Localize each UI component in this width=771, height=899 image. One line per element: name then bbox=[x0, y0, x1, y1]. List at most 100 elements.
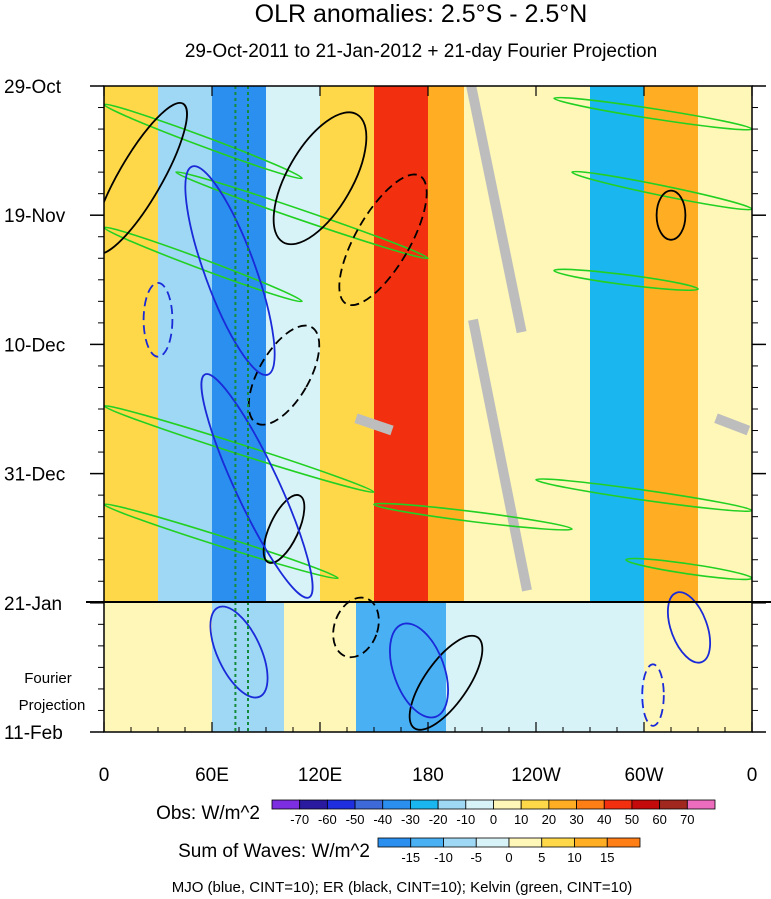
mjo-contour-5 bbox=[142, 281, 174, 358]
projection-field bbox=[104, 602, 752, 732]
x-tick-label-4: 120W bbox=[511, 765, 561, 786]
obs-colorbar-swatch-12 bbox=[603, 799, 633, 810]
y-tick-label-0: 29-Oct bbox=[4, 77, 62, 98]
projection-band-2 bbox=[284, 602, 356, 732]
er-contour-6 bbox=[338, 173, 428, 307]
waves-colorbar-swatch-4 bbox=[508, 837, 543, 848]
projection-label-line-1: Fourier bbox=[24, 670, 72, 687]
missing-patch-1 bbox=[468, 318, 532, 592]
obs-colorbar-level-4: -30 bbox=[401, 812, 420, 827]
y-tick-label-3: 31-Dec bbox=[4, 465, 65, 486]
obs-colorbar-swatch-1 bbox=[299, 799, 328, 810]
mjo-contour-4 bbox=[666, 591, 712, 664]
obs-colorbar-level-10: 30 bbox=[569, 812, 583, 827]
waves-colorbar-swatch-5 bbox=[541, 837, 575, 848]
er-contour-5 bbox=[247, 324, 321, 426]
er-contour-7 bbox=[332, 596, 380, 659]
waves-colorbar-level-5: 10 bbox=[567, 850, 581, 865]
waves-colorbar-level-6: 15 bbox=[600, 850, 614, 865]
kelvin-contour-4 bbox=[104, 503, 339, 580]
obs-colorbar-swatch-0 bbox=[271, 799, 301, 810]
obs-colorbar-swatch-7 bbox=[465, 799, 494, 810]
obs-colorbar-level-13: 60 bbox=[652, 812, 666, 827]
er-contour-1 bbox=[272, 111, 368, 246]
y-tick-label-4: 21-Jan bbox=[4, 594, 62, 615]
er-contour-3 bbox=[408, 634, 484, 731]
obs-colorbar-level-7: 0 bbox=[490, 812, 497, 827]
waves-colorbar-swatch-2 bbox=[443, 837, 477, 848]
missing-patch-3 bbox=[714, 413, 751, 436]
obs-colorbar-level-12: 50 bbox=[625, 812, 639, 827]
obs-colorbar-level-6: -10 bbox=[456, 812, 475, 827]
obs-colorbar-label: Obs: W/m^2 bbox=[156, 803, 260, 824]
obs-band-0 bbox=[104, 86, 158, 603]
er-contour-0 bbox=[104, 102, 188, 255]
waves-colorbar-level-1: -10 bbox=[434, 850, 453, 865]
y-tick-label-2: 10-Dec bbox=[4, 335, 65, 356]
obs-colorbar-level-2: -50 bbox=[346, 812, 365, 827]
obs-colorbar-swatch-15 bbox=[686, 799, 716, 810]
obs-band-8 bbox=[590, 86, 644, 603]
obs-colorbar-level-9: 20 bbox=[542, 812, 556, 827]
obs-colorbar-level-8: 10 bbox=[514, 812, 528, 827]
obs-colorbar-level-5: -20 bbox=[429, 812, 448, 827]
kelvin-contour-6 bbox=[553, 96, 752, 131]
mjo-contour-1 bbox=[200, 373, 314, 599]
mjo-contour-3 bbox=[389, 622, 449, 719]
obs-colorbar-swatch-5 bbox=[410, 799, 439, 810]
waves-colorbar-label: Sum of Waves: W/m^2 bbox=[178, 841, 370, 862]
kelvin-contour-5 bbox=[373, 502, 573, 531]
y-tick-label-1: 19-Nov bbox=[4, 206, 66, 227]
obs-colorbar-level-11: 40 bbox=[597, 812, 611, 827]
obs-band-6 bbox=[428, 86, 464, 603]
projection-band-5 bbox=[644, 602, 752, 732]
obs-colorbar-swatch-4 bbox=[382, 799, 411, 810]
obs-colorbar-level-14: 70 bbox=[680, 812, 694, 827]
er-contour-2 bbox=[262, 494, 306, 564]
obs-colorbar-swatch-13 bbox=[631, 799, 661, 810]
x-tick-label-6: 0 bbox=[747, 765, 758, 786]
projection-band-4 bbox=[446, 602, 644, 732]
waves-colorbar-level-2: -5 bbox=[470, 850, 482, 865]
waves-colorbar-swatch-0 bbox=[377, 837, 412, 848]
obs-colorbar-level-3: -40 bbox=[373, 812, 392, 827]
waves-colorbar-level-3: 0 bbox=[505, 850, 512, 865]
missing-patch-0 bbox=[466, 86, 527, 334]
mjo-contour-2 bbox=[209, 605, 269, 699]
projection-band-3 bbox=[356, 602, 446, 732]
axes: 0 60E 120E 180 120W 60W 0 29-Oct 19-Nov 10-Dec 31-… bbox=[4, 77, 766, 786]
obs-band-9 bbox=[644, 86, 698, 603]
kelvin-contour-8 bbox=[553, 268, 699, 292]
obs-colorbar-swatch-8 bbox=[493, 799, 522, 810]
waves-colorbar-swatch-7 bbox=[606, 837, 641, 848]
projection-label-line-2: Projection bbox=[19, 697, 86, 714]
waves-colorbar-swatch-6 bbox=[574, 837, 608, 848]
obs-colorbar-swatch-10 bbox=[548, 799, 577, 810]
x-tick-label-1: 60E bbox=[195, 765, 229, 786]
missing-data-patches bbox=[354, 86, 751, 592]
obs-band-2 bbox=[212, 86, 266, 603]
obs-colorbar-swatch-9 bbox=[520, 799, 550, 810]
er-contours bbox=[104, 102, 687, 731]
y-tick-label-5: 11-Feb bbox=[4, 723, 63, 744]
er-contour-4 bbox=[655, 189, 687, 241]
obs-colorbar-swatch-2 bbox=[326, 799, 356, 810]
x-tick-label-5: 60W bbox=[624, 765, 663, 786]
waves-colorbar-level-4: 5 bbox=[538, 850, 545, 865]
waves-colorbar-swatch-1 bbox=[410, 837, 444, 848]
obs-anomaly-field bbox=[104, 86, 752, 603]
x-tick-label-2: 120E bbox=[298, 765, 342, 786]
mjo-contour-6 bbox=[641, 663, 665, 727]
plot-area bbox=[104, 86, 752, 732]
mjo-contours bbox=[142, 165, 712, 727]
obs-colorbar-level-1: -60 bbox=[318, 812, 337, 827]
obs-colorbar: -70 -60 -50 -40 -30 -20 -10 0 10 20 30 40 50 60 70 bbox=[271, 799, 716, 827]
obs-colorbar-swatch-14 bbox=[659, 799, 688, 810]
chart-subtitle: 29-Oct-2011 to 21-Jan-2012 + 21-day Four… bbox=[185, 41, 657, 62]
obs-colorbar-swatch-3 bbox=[354, 799, 384, 810]
chart-title: OLR anomalies: 2.5°S - 2.5°N bbox=[255, 0, 588, 28]
kelvin-contour-9 bbox=[535, 478, 752, 513]
waves-colorbar: -15 -10 -5 0 5 10 15 bbox=[377, 837, 641, 865]
contours-note: MJO (blue, CINT=10); ER (black, CINT=10)… bbox=[172, 879, 633, 896]
obs-colorbar-swatch-11 bbox=[576, 799, 605, 810]
